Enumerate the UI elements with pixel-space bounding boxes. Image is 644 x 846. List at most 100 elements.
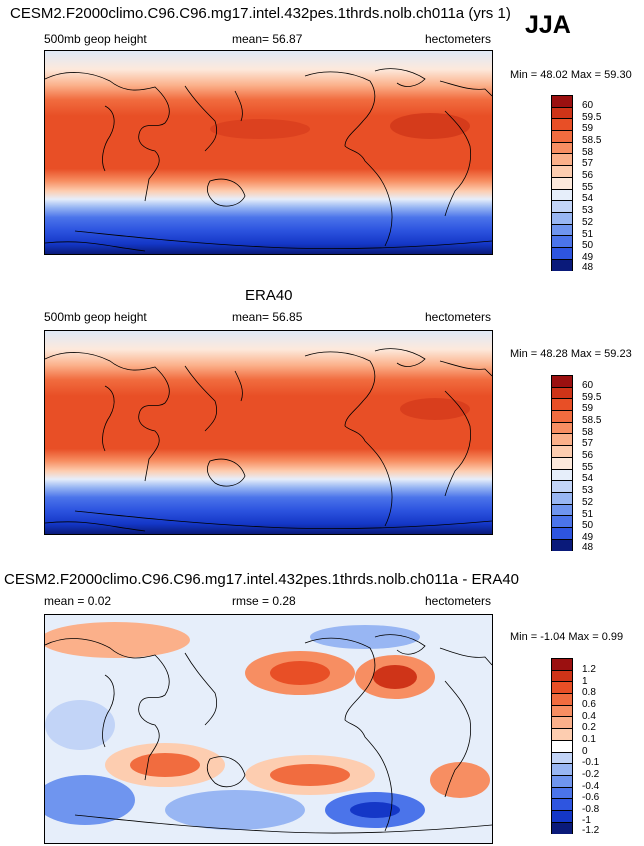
season-label: JJA <box>525 11 571 39</box>
panel3-anomaly <box>430 762 490 798</box>
panel1-colorbar-swatch <box>552 131 572 143</box>
panel3-colorbar-tick: -0.4 <box>582 781 600 792</box>
panel2-colorbar-swatch <box>552 527 572 540</box>
panel2-colorbar-tick: 60 <box>582 380 594 391</box>
panel1-colorbar-swatch <box>552 201 572 213</box>
panel2-colorbar <box>551 375 573 552</box>
panel3-colorbar-swatch <box>552 717 572 730</box>
panel3-colorbar-tick: 0.2 <box>582 722 596 733</box>
panel1-colorbar-tick: 55 <box>582 182 594 193</box>
panel3-map <box>44 614 493 844</box>
panel3-colorbar-swatch <box>552 764 572 776</box>
panel1-title: CESM2.F2000climo.C96.C96.mg17.intel.432p… <box>10 5 511 22</box>
panel3-anomaly <box>270 661 330 685</box>
panel1-colorbar <box>551 95 573 272</box>
panel3-anomaly <box>165 790 305 830</box>
panel1-colorbar-tick: 60 <box>582 100 594 111</box>
panel2-colorbar-tick: 54 <box>582 473 594 484</box>
panel1-colorbar-swatch <box>552 154 572 167</box>
panel1-colorbar-swatch <box>552 259 572 272</box>
panel3-rmse-label: rmse = 0.28 <box>232 594 296 608</box>
panel2-variable-label: 500mb geop height <box>44 310 147 324</box>
panel1-colorbar-tick: 58.5 <box>582 135 602 146</box>
panel2-colorbar-swatch <box>552 516 572 528</box>
panel2-colorbar-swatch <box>552 492 572 505</box>
panel3-colorbar-tick: 0.8 <box>582 687 596 698</box>
panel3-colorbar-swatch <box>552 787 572 800</box>
panel3-title: CESM2.F2000climo.C96.C96.mg17.intel.432p… <box>4 571 520 588</box>
panel3-colorbar-swatch <box>552 810 572 823</box>
panel3-anomaly <box>350 802 400 818</box>
panel2-colorbar-tick: 59 <box>582 403 594 414</box>
panel1-field <box>45 51 492 254</box>
panel1-colorbar-swatch <box>552 119 572 132</box>
panel2-colorbar-swatch <box>552 457 572 470</box>
panel1-coastlines <box>45 68 492 252</box>
panel2-colorbar-swatch <box>552 376 572 388</box>
panel3-colorbar-tick: 1.2 <box>582 664 596 675</box>
panel3-colorbar-swatch <box>552 729 572 741</box>
panel3-colorbar-swatch <box>552 775 572 788</box>
panel3-colorbar-tick: 1 <box>582 676 588 687</box>
panel3-colorbar-tick: -0.1 <box>582 757 600 768</box>
panel2-colorbar-tick: 58 <box>582 427 594 438</box>
panel1-colorbar-swatch <box>552 177 572 190</box>
panel1-colorbar-swatch <box>552 96 572 108</box>
panel3-colorbar-tick: 0.1 <box>582 734 596 745</box>
panel1-colorbar-swatch <box>552 166 572 178</box>
panel3-colorbar-swatch <box>552 694 572 706</box>
panel2-colorbar-tick: 52 <box>582 497 594 508</box>
panel1-colorbar-tick: 53 <box>582 205 594 216</box>
panel2-high-atlantic <box>400 398 470 420</box>
panel3-anomaly <box>373 665 417 689</box>
panel1-colorbar-swatch <box>552 212 572 225</box>
panel2-minmax: Min = 48.28 Max = 59.23 <box>510 348 632 360</box>
panel2-colorbar-tick: 49 <box>582 532 594 543</box>
panel3-colorbar-tick: 0.4 <box>582 711 596 722</box>
panel1-colorbar-swatch <box>552 247 572 260</box>
panel2-colorbar-swatch <box>552 539 572 552</box>
panel3-mean-label: mean = 0.02 <box>44 594 112 608</box>
panel2-colorbar-tick: 58.5 <box>582 415 602 426</box>
panel3-colorbar-tick: -1.2 <box>582 825 600 836</box>
panel2-map <box>44 330 493 535</box>
panel2-colorbar-tick: 59.5 <box>582 392 602 403</box>
panel3-coastlines <box>45 634 492 834</box>
panel2-units-label: hectometers <box>425 310 492 324</box>
panel2-colorbar-swatch <box>552 411 572 423</box>
panel3-anomaly <box>310 625 420 649</box>
panel2-title: ERA40 <box>245 287 293 304</box>
panel1-colorbar-tick: 50 <box>582 240 594 251</box>
panel3-colorbar-swatch <box>552 705 572 718</box>
panel2-colorbar-tick: 56 <box>582 450 594 461</box>
panel3-anomaly <box>45 700 115 750</box>
panel1-colorbar-tick: 48 <box>582 262 594 273</box>
panel1-colorbar-tick: 49 <box>582 252 594 263</box>
panel3-colorbar-swatch <box>552 670 572 683</box>
panel1-colorbar-tick: 54 <box>582 193 594 204</box>
panel1-colorbar-tick: 59.5 <box>582 112 602 123</box>
panel1-colorbar-tick: 56 <box>582 170 594 181</box>
panel1-mean-label: mean= 56.87 <box>232 32 303 46</box>
panel1-colorbar-tick: 51 <box>582 229 594 240</box>
panel1-colorbar-swatch <box>552 189 572 202</box>
panel3-colorbar-tick: -1 <box>582 815 591 826</box>
panel3-colorbar-swatch <box>552 682 572 695</box>
panel2-colorbar-swatch <box>552 481 572 493</box>
panel1-colorbar-swatch <box>552 224 572 237</box>
panel3-anomaly <box>130 753 200 777</box>
panel1-high-pacific <box>210 119 310 139</box>
panel1-colorbar-tick: 57 <box>582 158 594 169</box>
panel1-colorbar-swatch <box>552 236 572 248</box>
panel2-colorbar-swatch <box>552 434 572 447</box>
panel3-colorbar-tick: -0.8 <box>582 804 600 815</box>
panel2-colorbar-swatch <box>552 469 572 482</box>
panel3-colorbar-swatch <box>552 822 572 835</box>
panel1-colorbar-tick: 58 <box>582 147 594 158</box>
panel1-high-atlantic <box>390 113 470 139</box>
panel3-colorbar-tick: 0.6 <box>582 699 596 710</box>
panel3-minmax: Min = -1.04 Max = 0.99 <box>510 631 624 643</box>
panel1-colorbar-swatch <box>552 142 572 155</box>
panel3-colorbar-tick: 0 <box>582 746 588 757</box>
panel3-colorbar-tick: -0.6 <box>582 792 600 803</box>
